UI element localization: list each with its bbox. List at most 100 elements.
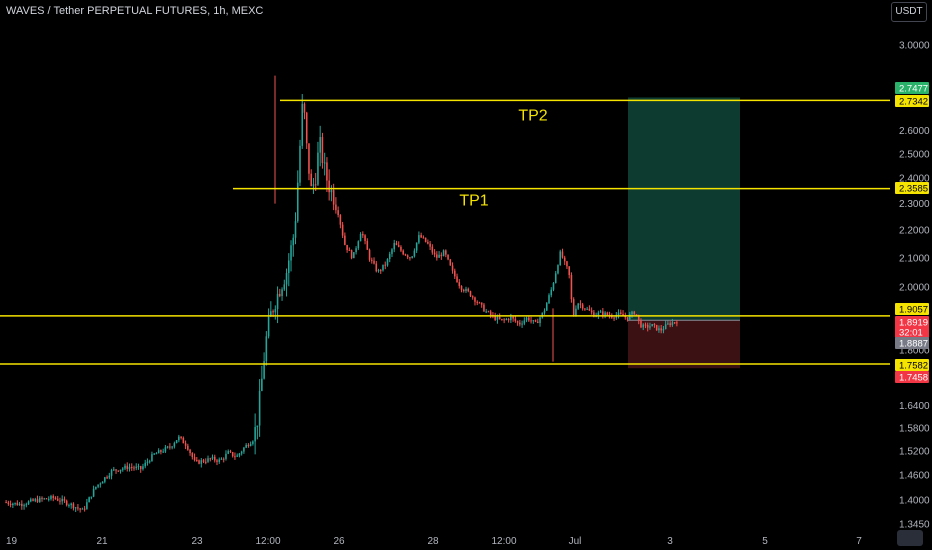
candle-body: [7, 502, 10, 504]
candle-body: [521, 323, 523, 325]
candle-body: [447, 254, 449, 260]
candle-body: [649, 326, 651, 328]
candle-body: [545, 303, 548, 311]
candle-body: [292, 237, 295, 246]
candle-body: [503, 319, 505, 321]
candle-body: [279, 293, 281, 297]
candle-body: [108, 475, 111, 478]
candle-body: [130, 466, 133, 468]
candle-body: [225, 453, 227, 459]
candle-body: [290, 245, 292, 261]
candle-body: [550, 289, 553, 296]
candle-body: [133, 467, 135, 469]
candle-body: [95, 486, 97, 489]
candle-body: [148, 461, 151, 463]
candle-body: [344, 235, 346, 245]
candle-body: [664, 324, 667, 330]
candle-body: [121, 468, 124, 470]
candle-body: [86, 502, 88, 509]
candle-body: [234, 456, 236, 458]
candle-body: [366, 240, 369, 250]
candle-body: [559, 251, 562, 266]
candle-body: [137, 466, 140, 468]
candle-body: [294, 221, 297, 238]
candle-body: [359, 234, 362, 242]
candle-body: [54, 497, 57, 499]
candle-body: [178, 436, 180, 441]
candle-body: [566, 261, 568, 267]
axis-settings-button[interactable]: [897, 530, 923, 546]
candle-body: [622, 313, 624, 317]
price-label-text: 2.7342: [899, 97, 928, 108]
price-labels: 2.7477 2.7342 2.3585 1.9057 1.891932:011.888…: [895, 82, 929, 384]
candle-body: [586, 308, 588, 310]
candle-body: [115, 469, 117, 471]
candle-body: [676, 322, 678, 324]
y-tick-label: 2.0000: [899, 283, 930, 294]
price-label-text: 2.7477: [899, 84, 928, 95]
candle-body: [173, 443, 176, 447]
candle-body: [283, 284, 286, 290]
candle-body: [16, 502, 19, 506]
candle-body: [83, 508, 86, 510]
candle-body: [81, 508, 84, 510]
price-label: 32:01: [895, 326, 929, 339]
y-tick-label: 1.5200: [899, 446, 930, 457]
candle-body: [47, 498, 50, 500]
candle-body: [424, 237, 427, 242]
candle-body: [669, 323, 671, 326]
price-label-text: 1.9057: [899, 305, 928, 316]
candle-body: [460, 285, 463, 290]
candle-body: [420, 235, 422, 238]
candle-body: [658, 328, 660, 331]
candle-body: [299, 145, 301, 183]
candle-body: [431, 246, 434, 253]
currency-button[interactable]: USDT: [891, 2, 927, 22]
candle-body: [561, 251, 564, 258]
candle-body: [624, 316, 627, 318]
candle-body: [480, 302, 483, 305]
candle-body: [287, 260, 290, 274]
candle-body: [254, 427, 256, 442]
candle-body: [79, 508, 81, 510]
candle-body: [391, 249, 393, 254]
price-label-text: 1.7458: [899, 373, 928, 384]
candle-body: [59, 500, 61, 502]
candle-body: [99, 483, 102, 485]
candle-body: [36, 499, 39, 502]
candle-body: [45, 498, 48, 500]
candle-body: [211, 456, 214, 459]
price-label: 1.8887: [895, 337, 929, 350]
candle-body: [276, 293, 279, 310]
candle-body: [355, 248, 357, 253]
candle-body: [296, 182, 299, 222]
candle-body: [231, 452, 234, 457]
candle-body: [364, 235, 366, 241]
candle-body: [485, 311, 487, 313]
candle-body: [442, 250, 445, 257]
x-tick-label: 3: [667, 536, 673, 547]
candle-body: [189, 449, 191, 454]
candle-body: [498, 316, 501, 319]
candle-body: [642, 324, 645, 328]
candle-body: [90, 496, 93, 498]
candle-body: [77, 507, 79, 509]
candle-body: [65, 500, 68, 506]
candle-body: [532, 320, 535, 322]
price-label: 2.7477: [895, 82, 929, 95]
candle-body: [52, 496, 55, 498]
candle-body: [662, 329, 665, 331]
candle-body: [14, 502, 16, 504]
candle-body: [263, 361, 265, 379]
candle-body: [462, 289, 465, 291]
candle-body: [620, 312, 622, 314]
candle-body: [581, 304, 584, 309]
candle-body: [70, 503, 72, 506]
candle-body: [218, 459, 221, 462]
chart-title: WAVES / Tether PERPETUAL FUTURES, 1h, ME…: [6, 5, 264, 17]
candle-body: [38, 497, 41, 502]
candle-body: [483, 304, 485, 312]
candle-body: [597, 312, 600, 316]
candle-body: [101, 481, 104, 484]
